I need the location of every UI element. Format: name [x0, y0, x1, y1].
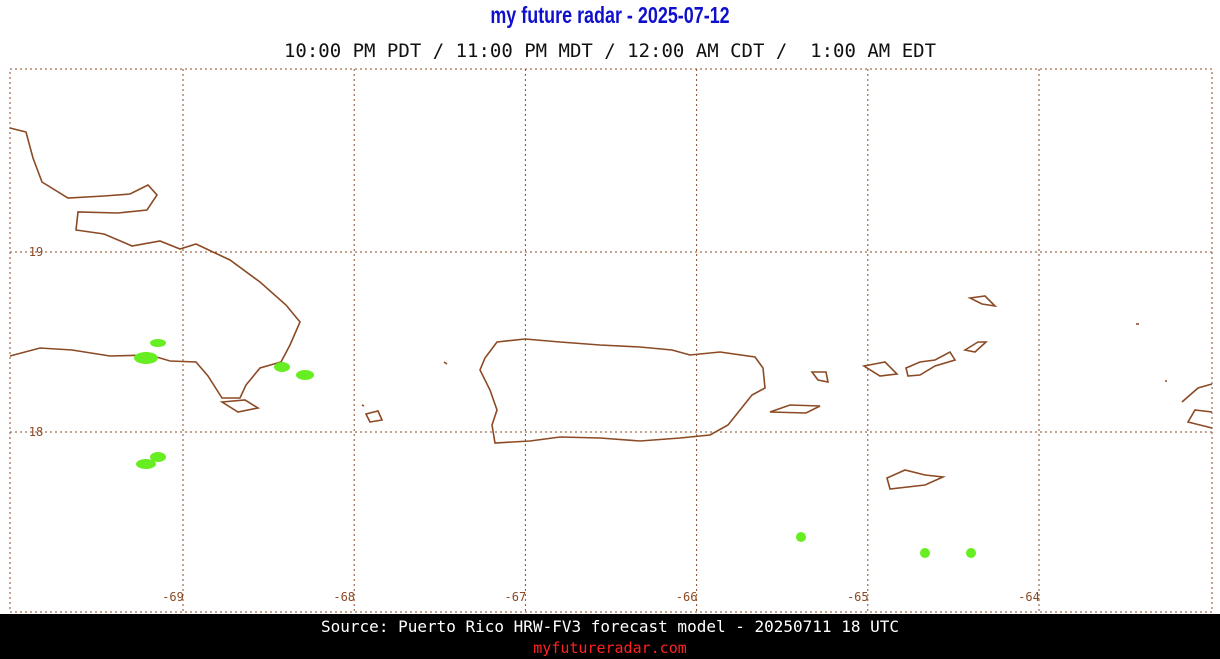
lon-tick-label: -67 — [505, 590, 527, 604]
footer: Source: Puerto Rico HRW-FV3 forecast mod… — [0, 614, 1220, 659]
source-text: Source: Puerto Rico HRW-FV3 forecast mod… — [321, 617, 899, 636]
lon-tick-label: -68 — [333, 590, 355, 604]
map-frame — [9, 68, 1213, 613]
lon-tick-label: -65 — [847, 590, 869, 604]
lat-tick-label: 18 — [29, 425, 43, 439]
lon-tick-label: -69 — [162, 590, 184, 604]
lon-tick-label: -64 — [1018, 590, 1040, 604]
radar-echoes — [134, 339, 976, 558]
map: -69 -68 -67 -66 -65 -64 19 18 — [9, 68, 1213, 613]
subtitle: 10:00 PM PDT / 11:00 PM MDT / 12:00 AM C… — [283, 40, 937, 62]
site-link[interactable]: myfutureradar.com — [533, 639, 687, 657]
coastlines — [9, 127, 1213, 490]
lat-tick-label: 19 — [29, 245, 43, 259]
title: my future radar - 2025-07-12 — [490, 2, 730, 28]
lon-tick-label: -66 — [676, 590, 698, 604]
